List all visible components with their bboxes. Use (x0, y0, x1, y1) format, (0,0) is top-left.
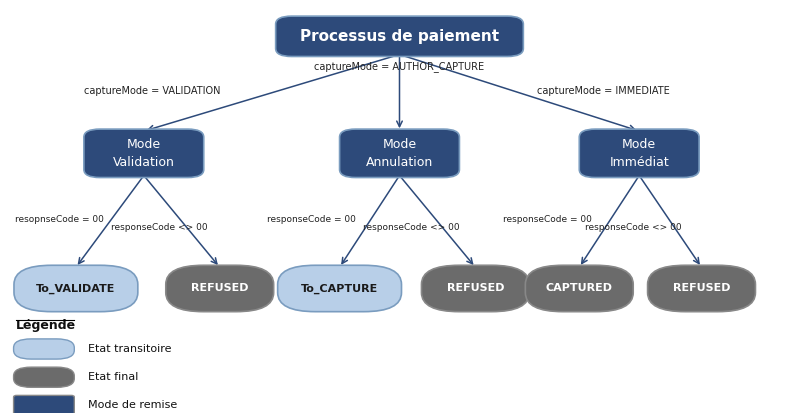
Text: To_CAPTURE: To_CAPTURE (301, 283, 378, 294)
Text: To_VALIDATE: To_VALIDATE (36, 283, 116, 294)
Text: captureMode = AUTHOR_CAPTURE: captureMode = AUTHOR_CAPTURE (315, 61, 484, 72)
Text: Mode
Immédiat: Mode Immédiat (610, 138, 669, 169)
FancyBboxPatch shape (14, 395, 74, 413)
Text: Etat transitoire: Etat transitoire (88, 344, 172, 354)
FancyBboxPatch shape (14, 265, 138, 312)
Text: REFUSED: REFUSED (673, 283, 730, 294)
FancyBboxPatch shape (276, 16, 523, 57)
FancyBboxPatch shape (579, 129, 699, 178)
FancyBboxPatch shape (166, 265, 273, 312)
Text: responseCode = 00: responseCode = 00 (503, 216, 592, 224)
Text: Processus de paiement: Processus de paiement (300, 29, 499, 44)
Text: REFUSED: REFUSED (191, 283, 248, 294)
Text: captureMode = VALIDATION: captureMode = VALIDATION (84, 86, 220, 96)
Text: resopnseCode = 00: resopnseCode = 00 (15, 216, 105, 224)
FancyBboxPatch shape (422, 265, 529, 312)
Text: responseCode = 00: responseCode = 00 (267, 216, 356, 224)
Text: Mode
Annulation: Mode Annulation (366, 138, 433, 169)
Text: Mode de remise: Mode de remise (88, 401, 177, 411)
Text: Mode
Validation: Mode Validation (113, 138, 175, 169)
Text: responseCode <> 00: responseCode <> 00 (364, 223, 459, 233)
Text: Etat final: Etat final (88, 372, 138, 382)
Text: Légende: Légende (16, 319, 76, 332)
FancyBboxPatch shape (340, 129, 459, 178)
Text: REFUSED: REFUSED (447, 283, 504, 294)
Text: responseCode <> 00: responseCode <> 00 (112, 223, 208, 233)
FancyBboxPatch shape (14, 367, 74, 387)
FancyBboxPatch shape (14, 339, 74, 359)
FancyBboxPatch shape (526, 265, 633, 312)
Text: CAPTURED: CAPTURED (546, 283, 613, 294)
FancyBboxPatch shape (278, 265, 401, 312)
Text: responseCode <> 00: responseCode <> 00 (586, 223, 682, 233)
Text: captureMode = IMMEDIATE: captureMode = IMMEDIATE (537, 86, 670, 96)
FancyBboxPatch shape (648, 265, 756, 312)
FancyBboxPatch shape (84, 129, 204, 178)
